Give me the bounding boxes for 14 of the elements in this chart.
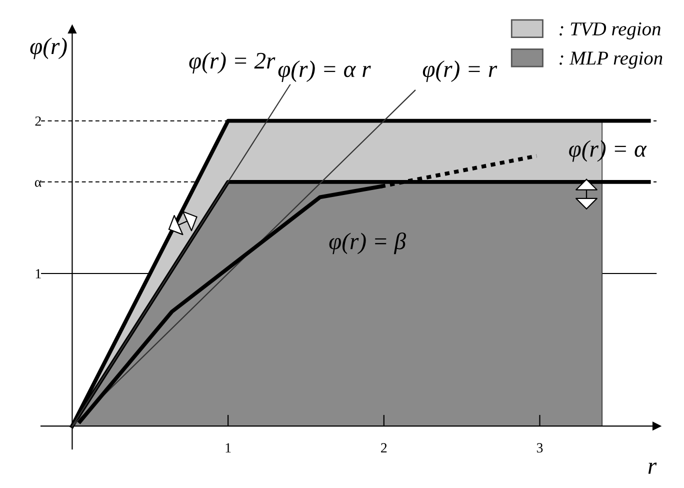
legend-label: : MLP region	[560, 52, 662, 69]
y-axis-title: φ(r)	[30, 38, 67, 60]
annotation: φ(r) = α r	[278, 60, 371, 82]
annotation: φ(r) = β	[329, 232, 406, 254]
x-tick-label: 1	[226, 443, 231, 452]
y-tick-label: 1	[36, 269, 41, 278]
legend-label: : TVD region	[560, 22, 660, 40]
annotation: φ(r) = 2r	[189, 52, 276, 74]
x-axis-title: r	[648, 462, 657, 474]
y-tick-label: α	[34, 180, 42, 187]
x-tick-label: 2	[381, 443, 387, 452]
annotation: φ(r) = r	[422, 60, 498, 82]
y-tick-label: 2	[35, 116, 41, 126]
x-tick-label: 3	[536, 443, 543, 453]
